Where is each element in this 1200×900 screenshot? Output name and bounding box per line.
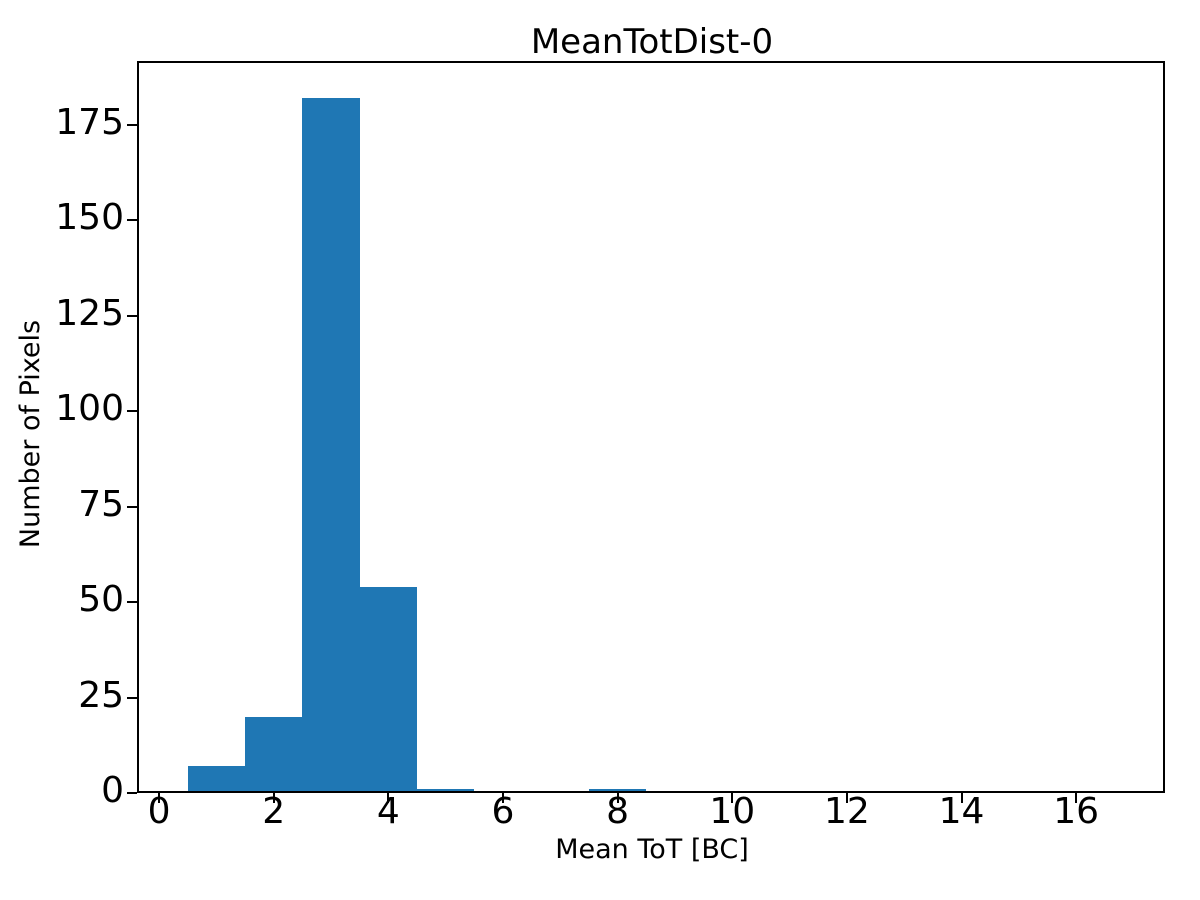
y-tick-label: 0 — [101, 770, 124, 811]
x-tick-label: 10 — [709, 791, 756, 832]
x-tick-mark — [501, 793, 504, 803]
x-tick-mark — [845, 793, 848, 803]
histogram-bar — [302, 97, 360, 793]
histogram-bar — [187, 766, 246, 793]
x-tick-mark — [616, 793, 619, 803]
y-tick-label: 125 — [55, 292, 124, 334]
y-tick-label: 150 — [55, 197, 124, 238]
y-tick-mark — [127, 123, 137, 126]
chart-title: MeanTotDist-0 — [530, 22, 774, 62]
x-tick-label: 8 — [606, 791, 630, 832]
y-tick-mark — [127, 601, 137, 603]
y-tick-mark — [127, 314, 137, 317]
x-tick-label: 0 — [147, 791, 171, 832]
y-tick-label: 175 — [55, 101, 124, 143]
x-tick-mark — [158, 793, 161, 803]
histogram-bar — [245, 716, 303, 793]
y-tick-label: 100 — [55, 388, 124, 429]
y-tick-mark — [127, 505, 137, 508]
x-tick-mark — [272, 793, 275, 803]
y-axis-label: Number of Pixels — [15, 319, 46, 549]
y-tick-label: 25 — [78, 674, 124, 716]
y-tick-mark — [127, 792, 137, 794]
y-tick-label: 50 — [78, 579, 124, 620]
x-tick-label: 6 — [491, 791, 515, 832]
y-tick-mark — [127, 219, 137, 221]
x-axis-label: Mean ToT [BC] — [555, 834, 749, 865]
x-tick-mark — [387, 793, 390, 803]
y-tick-mark — [127, 696, 137, 699]
x-tick-mark — [731, 793, 734, 803]
x-tick-mark — [960, 793, 963, 803]
x-tick-label: 16 — [1053, 791, 1100, 832]
x-tick-label: 12 — [823, 791, 870, 832]
y-tick-mark — [127, 410, 137, 412]
plot-area — [137, 61, 1165, 793]
y-tick-label: 75 — [78, 483, 124, 525]
x-tick-label: 4 — [376, 791, 400, 832]
x-tick-label: 14 — [938, 791, 985, 832]
histogram-bar — [359, 586, 417, 793]
x-tick-label: 2 — [262, 791, 286, 832]
x-tick-mark — [1075, 793, 1078, 803]
